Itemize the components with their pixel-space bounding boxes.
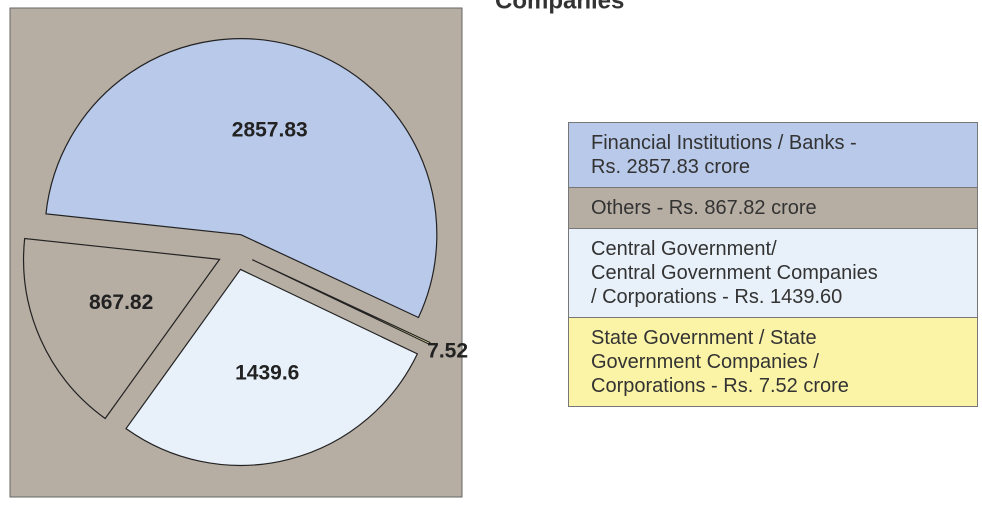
data-label: 2857.83 [232, 118, 308, 141]
chart-title: Companies [495, 0, 624, 14]
pie-slice [22, 237, 221, 420]
legend-entry: Financial Institutions / Banks - Rs. 285… [569, 123, 977, 187]
legend: Financial Institutions / Banks - Rs. 285… [568, 122, 978, 407]
pie-slice [252, 259, 431, 345]
pie-slice [125, 268, 419, 467]
legend-entry: Central Government/ Central Government C… [569, 228, 977, 317]
pie-slice [45, 38, 438, 319]
data-label: 867.82 [89, 291, 153, 314]
data-label: 7.52 [427, 339, 468, 362]
legend-entry: Others - Rs. 867.82 crore [569, 187, 977, 228]
data-label: 1439.6 [235, 361, 299, 384]
legend-entry: State Government / State Government Comp… [569, 317, 977, 406]
